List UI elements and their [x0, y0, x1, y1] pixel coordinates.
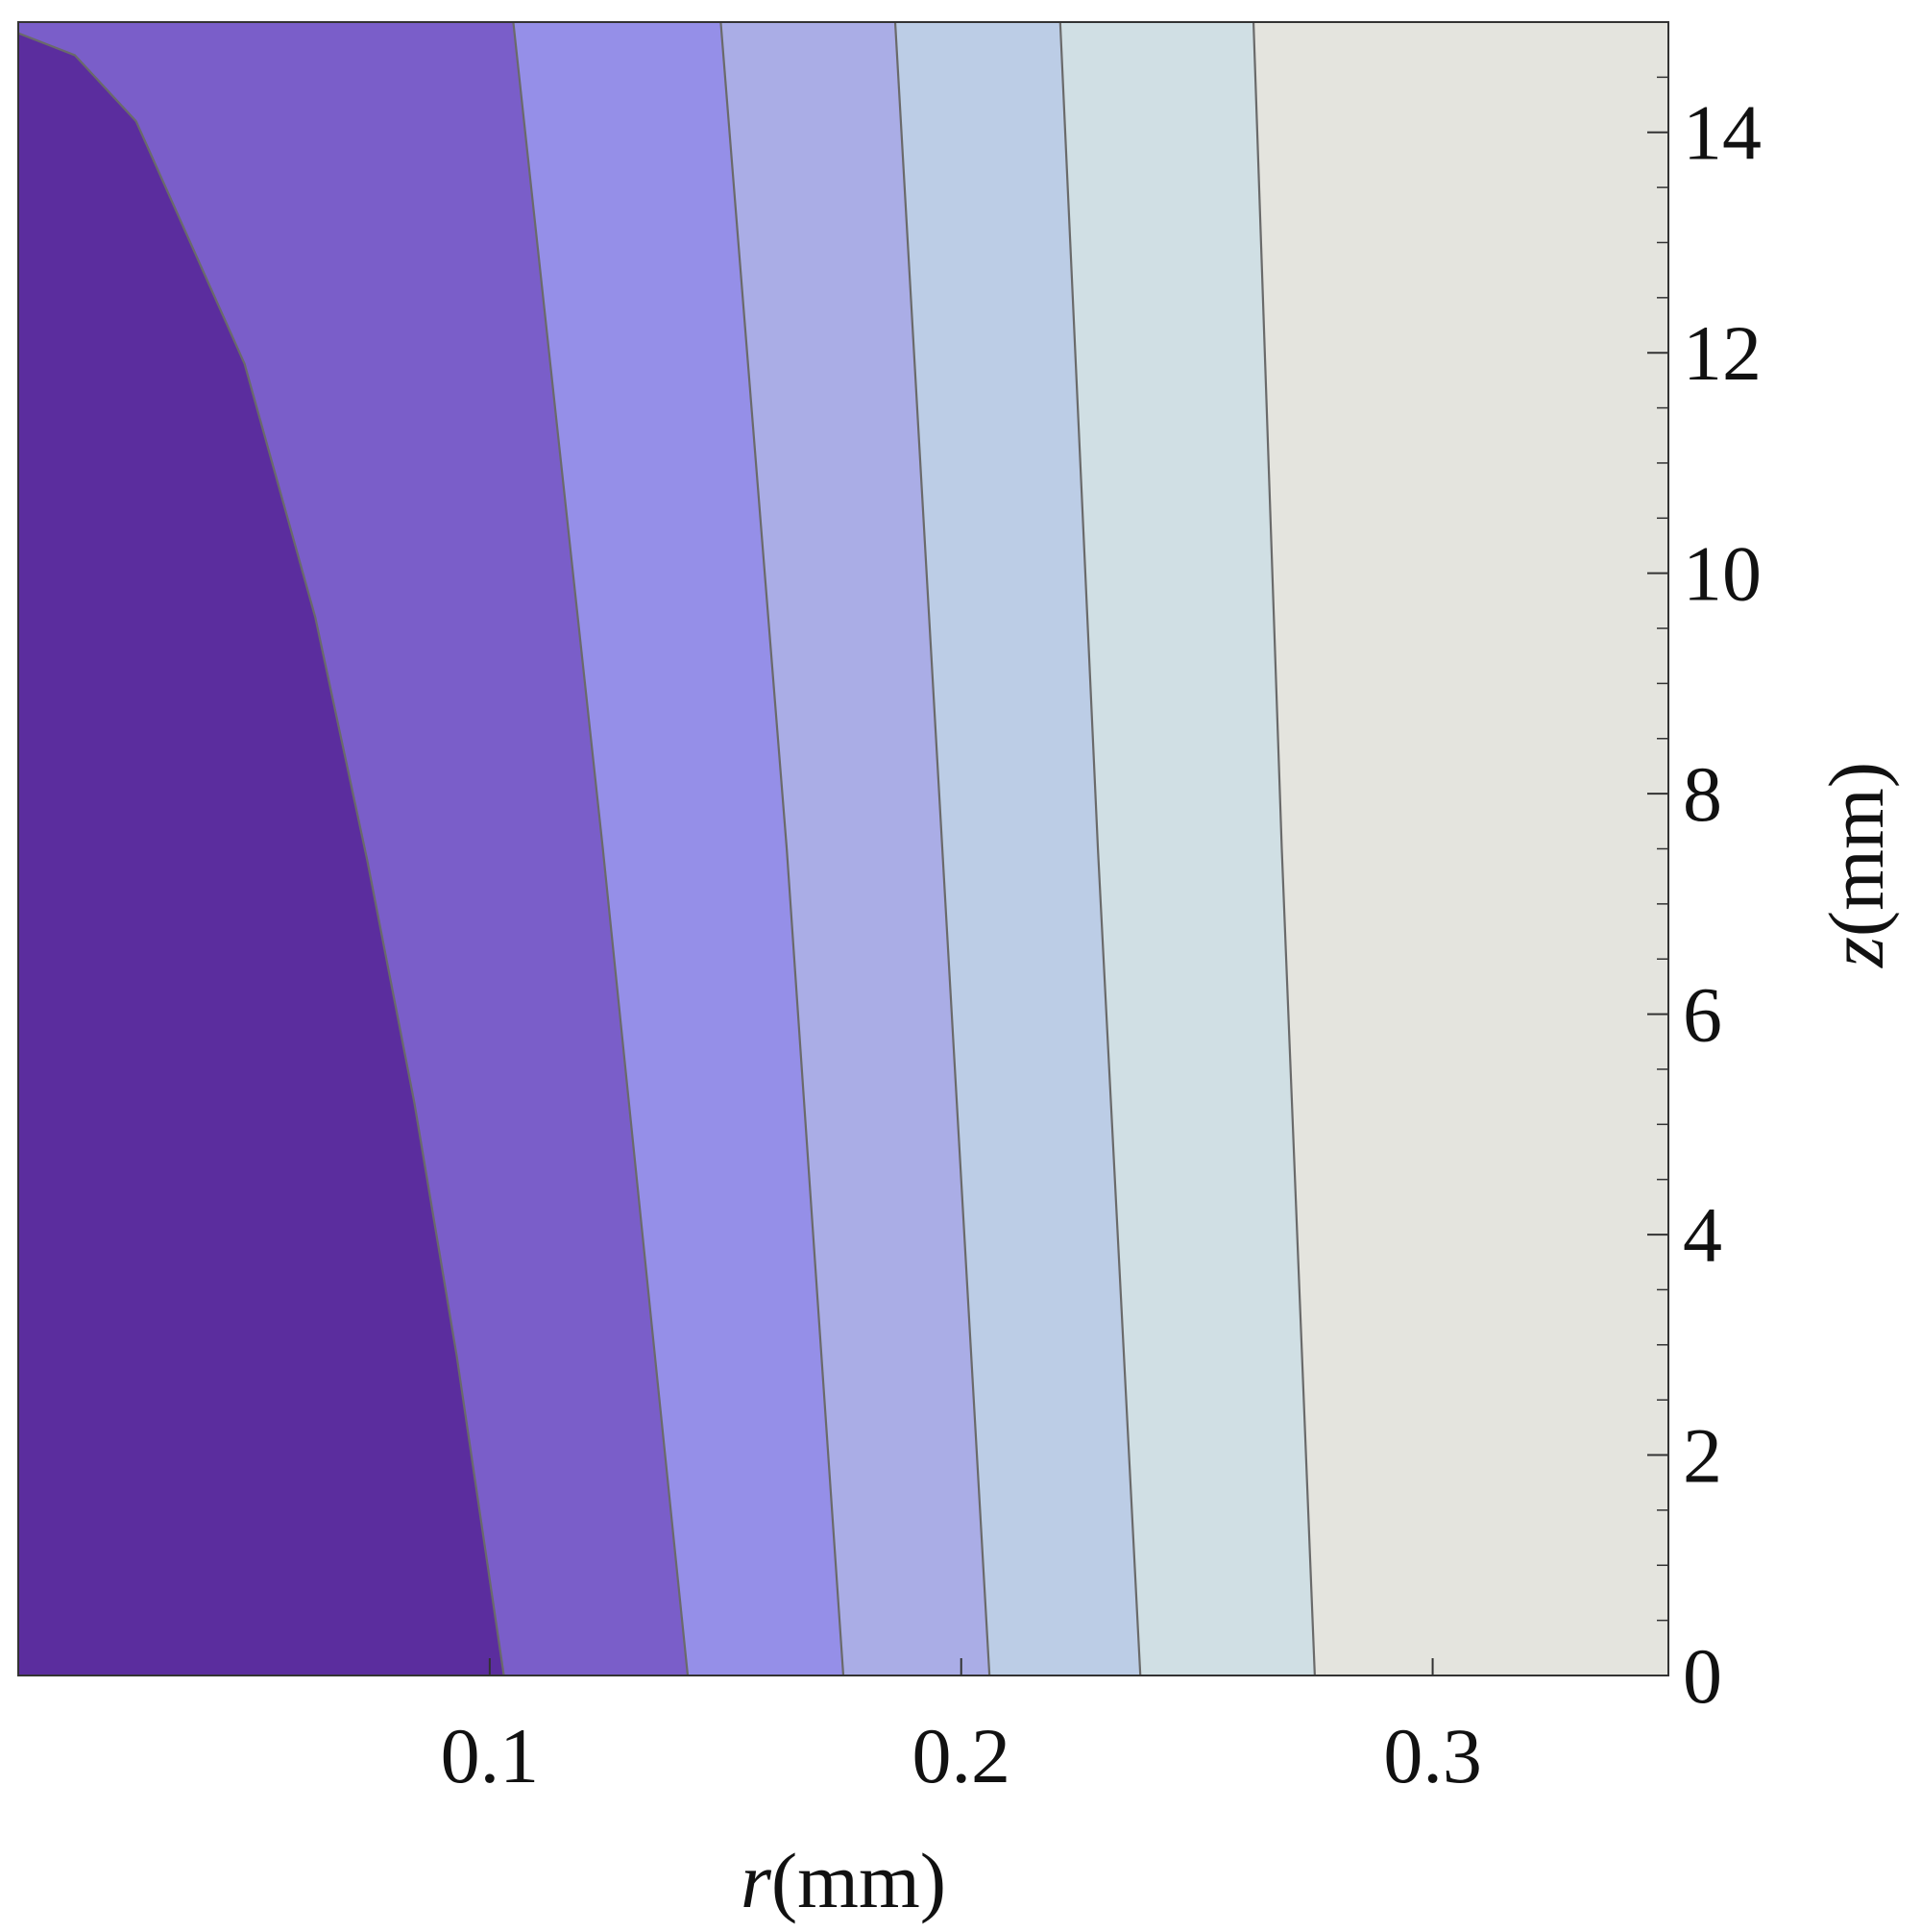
y-tick-label: 10 [1683, 530, 1762, 618]
x-tick-label: 0.1 [441, 1712, 540, 1799]
contour-band [18, 33, 504, 1675]
contour-line [17, 32, 505, 1676]
x-tick-label: 0.2 [912, 1712, 1010, 1799]
y-tick-label: 2 [1683, 1412, 1722, 1500]
y-tick-label: 0 [1683, 1632, 1722, 1720]
contour-line [1252, 21, 1316, 1676]
y-tick-label: 8 [1683, 750, 1722, 838]
contour-line [1058, 21, 1142, 1676]
contour-line [512, 21, 690, 1676]
y-tick-label: 12 [1683, 309, 1762, 397]
y-tick-label: 6 [1683, 971, 1722, 1059]
y-tick-label: 14 [1683, 89, 1762, 177]
contour-line [719, 21, 845, 1676]
contour-line [893, 21, 991, 1676]
x-axis-label: r(mm) [741, 1837, 946, 1924]
y-axis-label: z(mm) [1812, 762, 1900, 968]
y-tick-label: 4 [1683, 1191, 1722, 1279]
x-tick-label: 0.3 [1383, 1712, 1482, 1799]
